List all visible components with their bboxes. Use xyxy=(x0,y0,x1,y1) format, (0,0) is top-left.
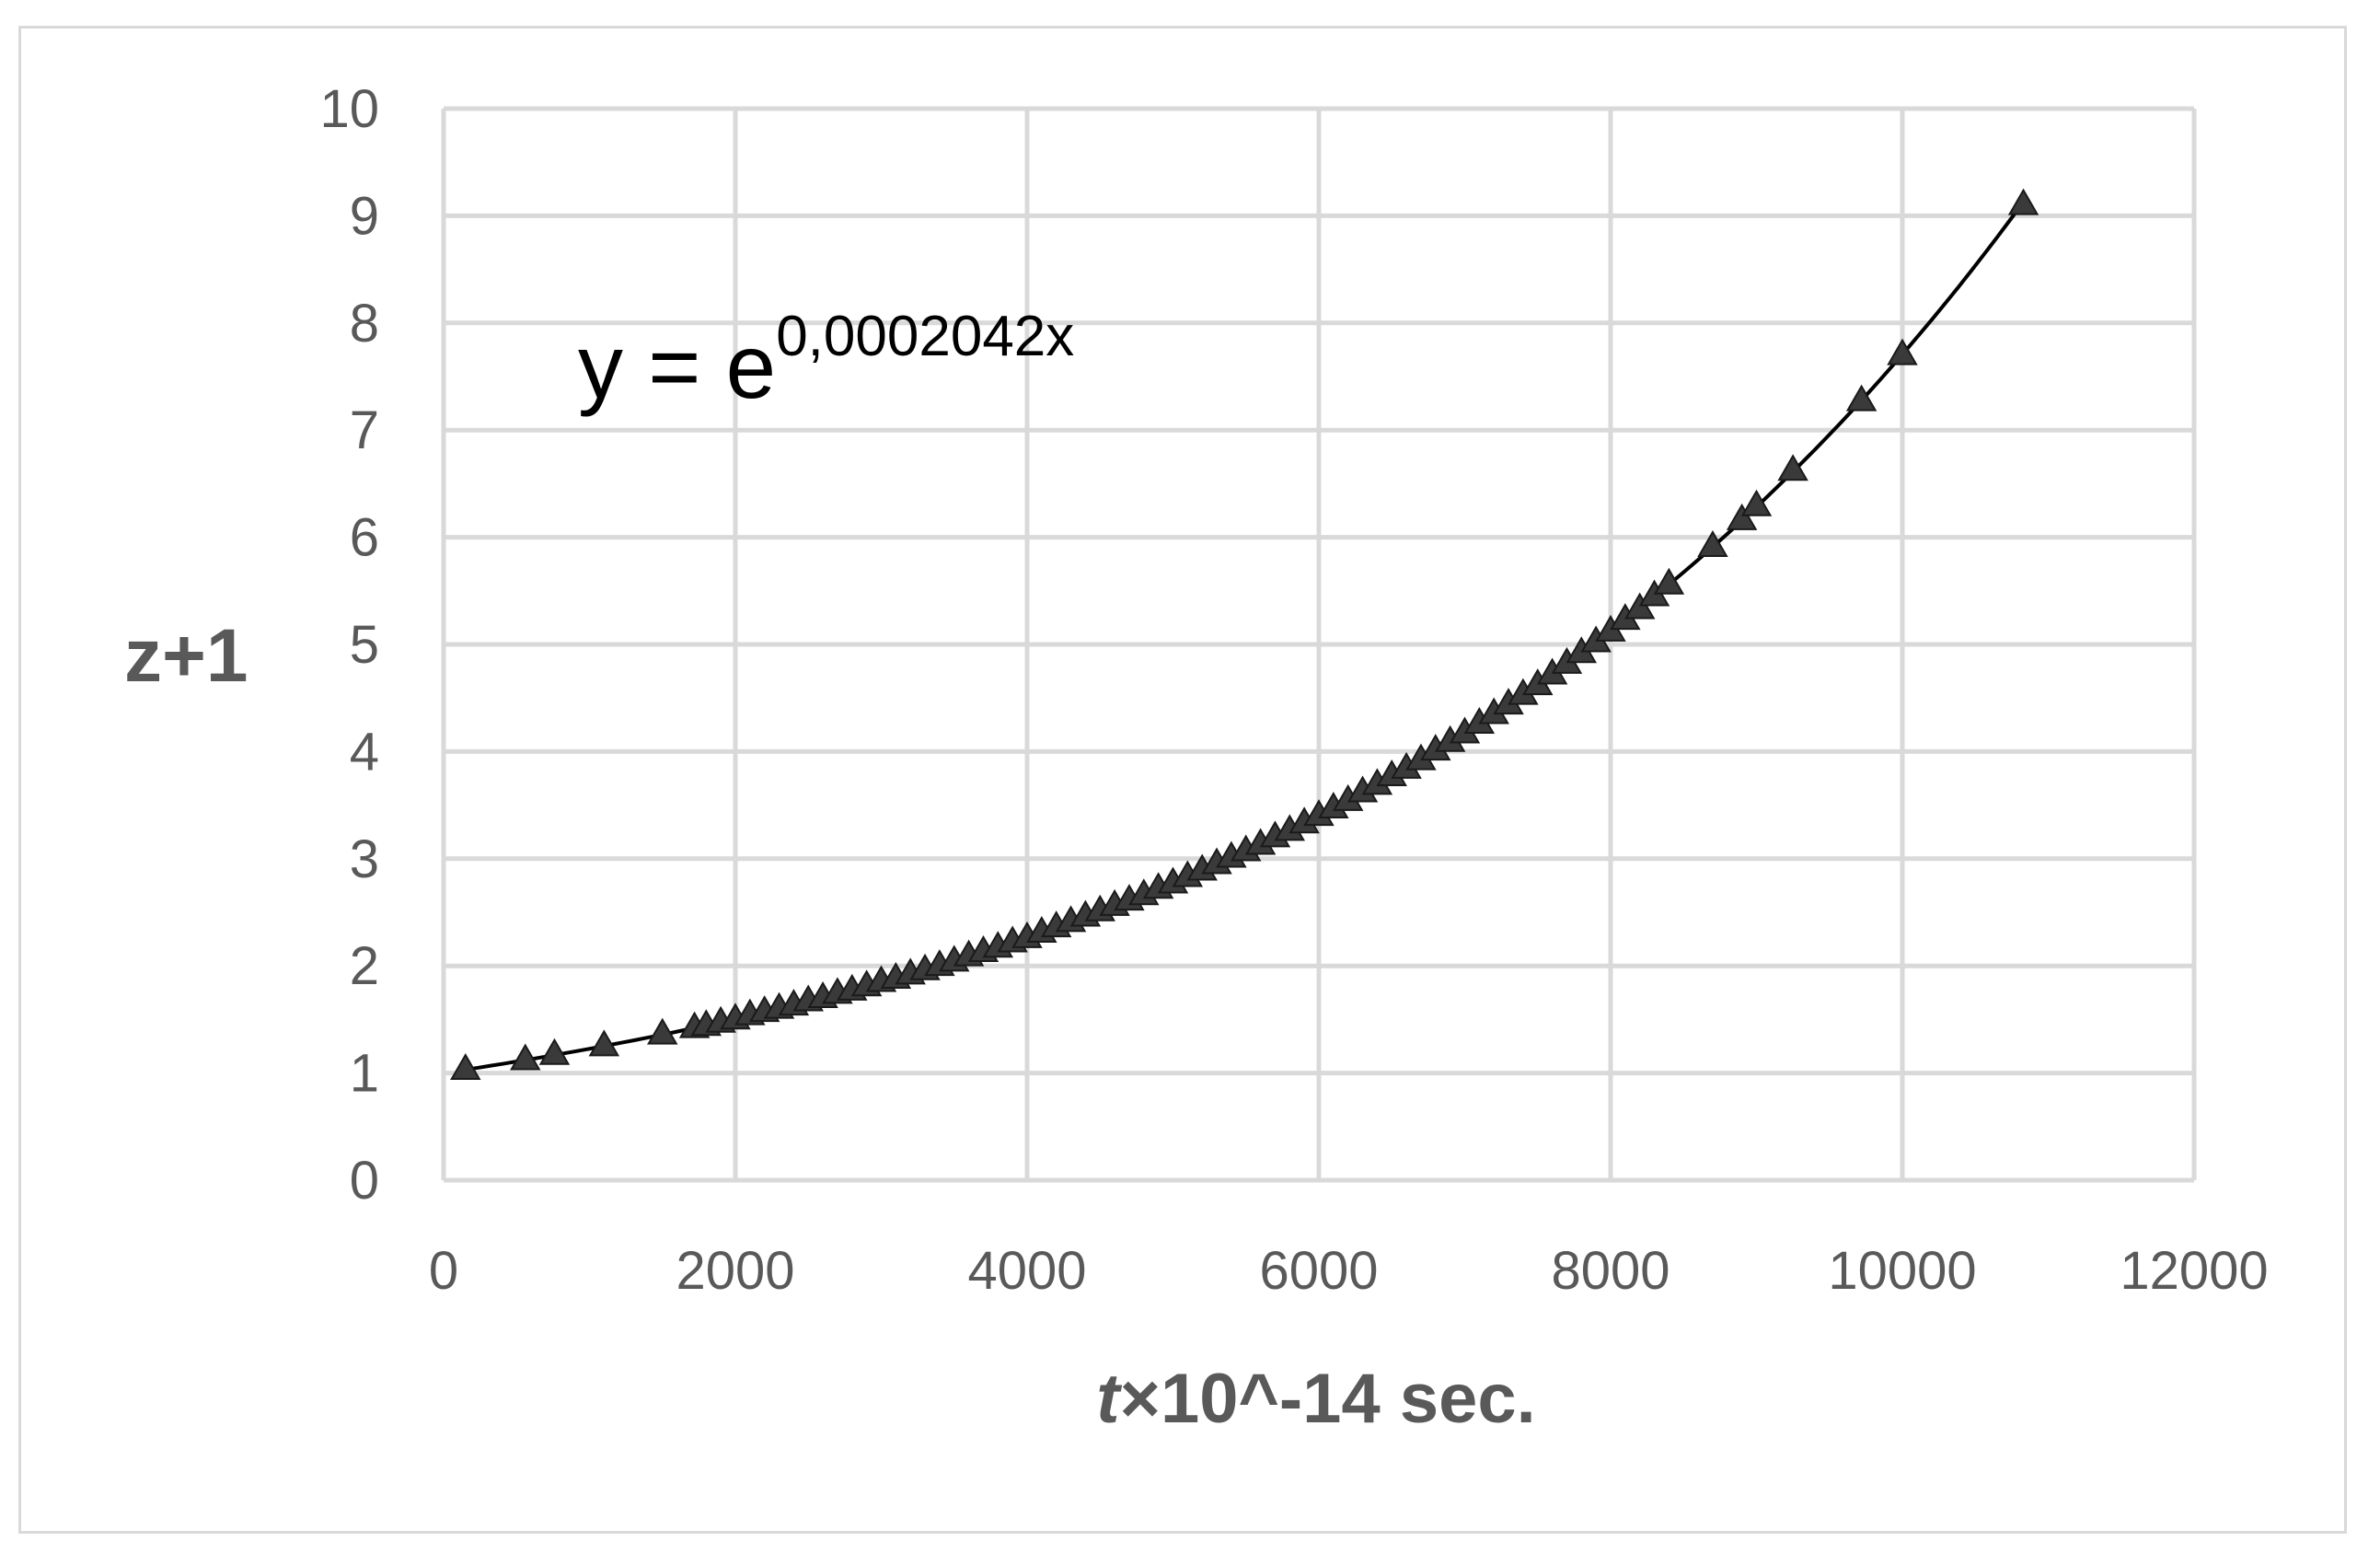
data-point xyxy=(588,1029,620,1057)
chart-frame xyxy=(18,26,2347,1534)
y-tick-label: 9 xyxy=(350,186,379,246)
y-tick-label: 2 xyxy=(350,936,379,996)
y-tick-label: 0 xyxy=(350,1151,379,1211)
trendline-equation: y = e0,0002042x xyxy=(578,305,1074,417)
y-tick-label: 5 xyxy=(350,615,379,675)
x-tick-label: 4000 xyxy=(967,1241,1086,1301)
y-tick-labels: 0 1 2 3 4 5 6 7 8 9 10 xyxy=(319,79,379,1211)
y-tick-label: 6 xyxy=(350,508,379,568)
y-tick-label: 10 xyxy=(319,79,379,139)
x-tick-labels: 0 2000 4000 6000 8000 10000 12000 xyxy=(429,1241,2269,1301)
data-point xyxy=(538,1038,571,1065)
y-axis-title: z+1 xyxy=(124,614,248,698)
data-point xyxy=(1697,529,1728,557)
data-point xyxy=(1653,567,1685,595)
data-point xyxy=(1777,454,1808,481)
y-tick-label: 7 xyxy=(350,400,379,460)
data-point xyxy=(450,1052,481,1080)
data-point xyxy=(1887,338,1918,365)
x-tick-label: 0 xyxy=(429,1241,458,1301)
y-tick-label: 3 xyxy=(350,829,379,889)
y-tick-label: 8 xyxy=(350,294,379,354)
x-tick-label: 2000 xyxy=(676,1241,794,1301)
x-tick-label: 6000 xyxy=(1259,1241,1378,1301)
x-axis-title-italic: t xyxy=(1096,1360,1122,1438)
data-point xyxy=(647,1017,678,1045)
x-tick-label: 12000 xyxy=(2120,1241,2268,1301)
y-tick-label: 4 xyxy=(350,722,379,782)
y-tick-label: 1 xyxy=(350,1044,379,1104)
equation-exponent: 0,0002042x xyxy=(776,305,1074,368)
x-axis-title: t×10^-14 sec. xyxy=(1096,1360,1536,1438)
data-point xyxy=(1726,503,1758,530)
x-axis-title-rest: ×10^-14 sec. xyxy=(1120,1360,1536,1438)
data-point xyxy=(1845,384,1877,412)
data-point xyxy=(2007,188,2039,215)
x-tick-label: 8000 xyxy=(1551,1241,1669,1301)
data-point xyxy=(510,1043,541,1071)
x-tick-label: 10000 xyxy=(1828,1241,1976,1301)
equation-base: y = e xyxy=(578,316,776,417)
grid xyxy=(441,106,2197,1183)
data-point xyxy=(1740,489,1773,516)
data-points xyxy=(450,188,2039,1080)
